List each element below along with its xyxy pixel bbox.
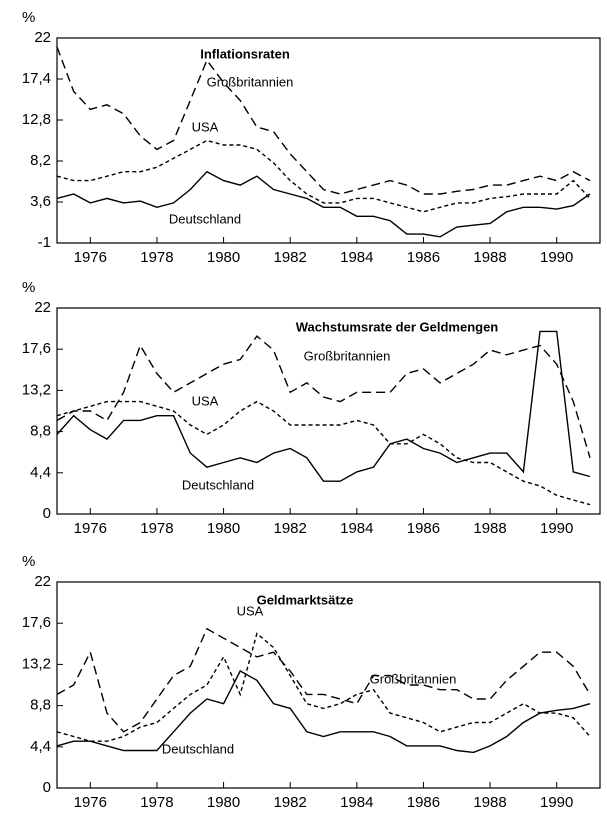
y-axis-unit: % xyxy=(22,279,35,296)
x-tick-label: 1988 xyxy=(473,249,506,266)
x-tick-label: 1990 xyxy=(540,249,573,266)
x-tick-label: 1976 xyxy=(74,249,107,266)
x-tick-label: 1988 xyxy=(473,520,506,537)
series-line xyxy=(56,670,591,754)
series-label: Großbritannien xyxy=(304,348,391,363)
series-label: USA xyxy=(192,119,219,134)
x-tick-label: 1976 xyxy=(74,794,107,811)
x-tick-label: 1986 xyxy=(407,520,440,537)
y-tick-label: 22 xyxy=(34,299,51,316)
x-tick-label: 1986 xyxy=(407,249,440,266)
series-line xyxy=(56,335,591,458)
x-tick-label: 1984 xyxy=(340,794,373,811)
series-label: USA xyxy=(192,393,219,408)
y-tick-label: 4,4 xyxy=(30,738,51,755)
plot-frame xyxy=(56,37,601,244)
y-tick-label: 17,4 xyxy=(22,70,51,87)
series-line xyxy=(56,627,591,733)
series-label: Deutschland xyxy=(169,211,241,226)
series-label: Großbritannien xyxy=(370,671,457,686)
x-tick-label: 1978 xyxy=(140,794,173,811)
panel-title: Geldmarktsätze xyxy=(257,592,354,607)
series-line xyxy=(56,170,591,238)
y-tick-label: 22 xyxy=(34,29,51,46)
y-tick-label: 8,8 xyxy=(30,423,51,440)
y-tick-label: -1 xyxy=(38,234,51,251)
x-tick-label: 1982 xyxy=(274,794,307,811)
x-tick-label: 1980 xyxy=(207,520,240,537)
x-tick-label: 1986 xyxy=(407,794,440,811)
x-tick-label: 1982 xyxy=(274,520,307,537)
x-tick-label: 1984 xyxy=(340,520,373,537)
panel-title: Wachstumsrate der Geldmengen xyxy=(296,319,499,334)
series-label: Deutschland xyxy=(182,477,254,492)
x-tick-label: 1978 xyxy=(140,249,173,266)
y-tick-label: 3,6 xyxy=(30,193,51,210)
x-tick-label: 1990 xyxy=(540,520,573,537)
x-tick-label: 1980 xyxy=(207,249,240,266)
y-tick-label: 13,2 xyxy=(22,655,51,672)
y-tick-label: 8,8 xyxy=(30,697,51,714)
y-tick-label: 17,6 xyxy=(22,340,51,357)
series-line xyxy=(56,46,591,195)
x-tick-label: 1982 xyxy=(274,249,307,266)
y-tick-label: 17,6 xyxy=(22,614,51,631)
y-tick-label: 13,2 xyxy=(22,381,51,398)
x-tick-label: 1988 xyxy=(473,794,506,811)
plot-frame xyxy=(56,581,601,789)
y-tick-label: 12,8 xyxy=(22,111,51,128)
y-axis-unit: % xyxy=(22,9,35,26)
y-tick-label: 4,4 xyxy=(30,464,51,481)
plot-frame xyxy=(56,307,601,515)
series-label: Großbritannien xyxy=(207,74,294,89)
panel-title: Inflationsraten xyxy=(200,46,290,61)
series-line xyxy=(56,400,591,506)
y-tick-label: 22 xyxy=(34,573,51,590)
y-tick-label: 8,2 xyxy=(30,152,51,169)
x-tick-label: 1980 xyxy=(207,794,240,811)
series-line xyxy=(56,330,591,482)
x-tick-label: 1978 xyxy=(140,520,173,537)
x-tick-label: 1984 xyxy=(340,249,373,266)
series-line xyxy=(56,632,591,742)
series-line xyxy=(56,139,591,213)
series-label: USA xyxy=(237,603,264,618)
x-tick-label: 1976 xyxy=(74,520,107,537)
series-label: Deutschland xyxy=(162,741,234,756)
x-tick-label: 1990 xyxy=(540,794,573,811)
y-tick-label: 0 xyxy=(43,779,51,796)
y-axis-unit: % xyxy=(22,553,35,570)
y-tick-label: 0 xyxy=(43,505,51,522)
